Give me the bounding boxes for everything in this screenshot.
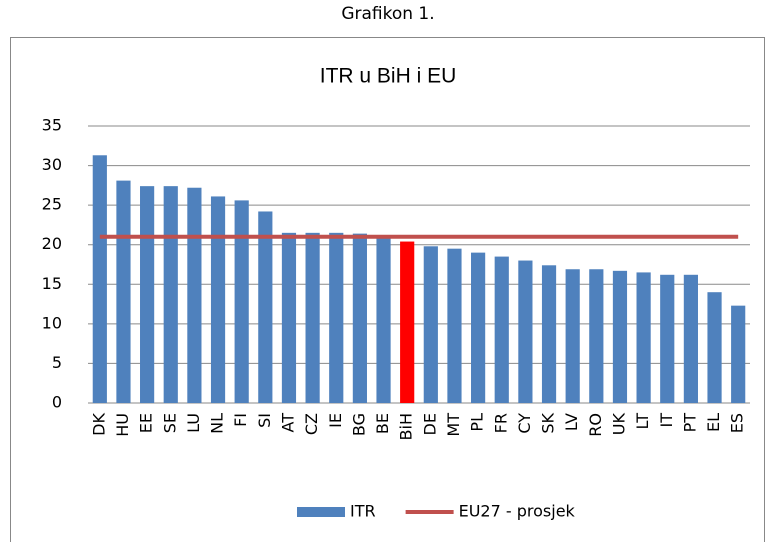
x-tick-label: FI [231, 413, 250, 427]
x-tick-label: AT [278, 413, 297, 433]
x-tick-label: LU [184, 413, 203, 433]
bar [731, 305, 746, 403]
bar [471, 252, 486, 403]
x-tick-label: BiH [397, 413, 416, 440]
bar [423, 246, 438, 403]
x-tick-label: SK [539, 413, 558, 434]
x-tick-label: MT [444, 413, 463, 437]
y-tick-label: 35 [42, 116, 62, 135]
bar [305, 232, 320, 403]
x-tick-label: DK [89, 412, 108, 435]
bar [140, 186, 155, 403]
caption: Grafikon 1. [341, 4, 434, 24]
bar [352, 233, 367, 403]
x-tick-label: SE [160, 413, 179, 433]
x-tick-label: SI [255, 413, 274, 428]
x-tick-label: EL [704, 413, 723, 432]
x-tick-label: PL [468, 413, 487, 432]
y-tick-label: 15 [42, 274, 62, 293]
bar [541, 265, 557, 403]
bar [707, 292, 722, 403]
x-tick-label: ES [728, 413, 747, 433]
x-tick-label: BG [349, 413, 368, 436]
bar [660, 274, 675, 403]
y-tick-label: 25 [42, 195, 62, 214]
bar [258, 211, 273, 403]
legend-label: ITR [350, 502, 376, 521]
x-tick-label: DE [420, 413, 439, 435]
bar [612, 270, 628, 403]
bar [683, 274, 698, 403]
bar [494, 256, 509, 403]
bar [518, 260, 533, 403]
bar [447, 248, 462, 403]
y-tick-label: 20 [42, 234, 62, 253]
bar [329, 232, 344, 403]
bar [92, 155, 107, 403]
x-tick-label: RO [586, 413, 605, 437]
x-tick-label: LV [562, 413, 581, 431]
y-tick-label: 0 [52, 393, 62, 412]
bar [636, 272, 651, 403]
x-tick-label: PT [680, 413, 699, 433]
bar [281, 232, 297, 403]
bar [400, 241, 415, 403]
x-tick-label: LT [633, 413, 652, 430]
bar [589, 269, 604, 403]
x-tick-label: HU [113, 413, 132, 437]
x-tick-label: CZ [302, 413, 321, 435]
bar [234, 200, 249, 403]
y-tick-label: 10 [42, 313, 62, 332]
x-tick-label: BE [373, 413, 392, 434]
bar [376, 236, 391, 403]
bar [116, 180, 131, 403]
x-tick-label: NL [208, 413, 227, 434]
y-tick-label: 30 [42, 155, 62, 174]
legend-label: EU27 - prosjek [459, 502, 576, 521]
legend-swatch [297, 507, 345, 517]
bar [210, 196, 226, 403]
x-tick-label: FR [491, 413, 510, 433]
x-tick-label: IT [657, 413, 676, 428]
x-tick-label: EE [137, 413, 156, 433]
chart-title: ITR u BiH i EU [320, 65, 457, 88]
x-tick-label: IE [326, 413, 345, 428]
x-tick-label: UK [609, 412, 628, 435]
y-tick-label: 5 [52, 353, 62, 372]
bar [163, 186, 178, 403]
bar [565, 269, 580, 403]
x-tick-label: CY [515, 413, 534, 434]
bar [187, 187, 202, 403]
